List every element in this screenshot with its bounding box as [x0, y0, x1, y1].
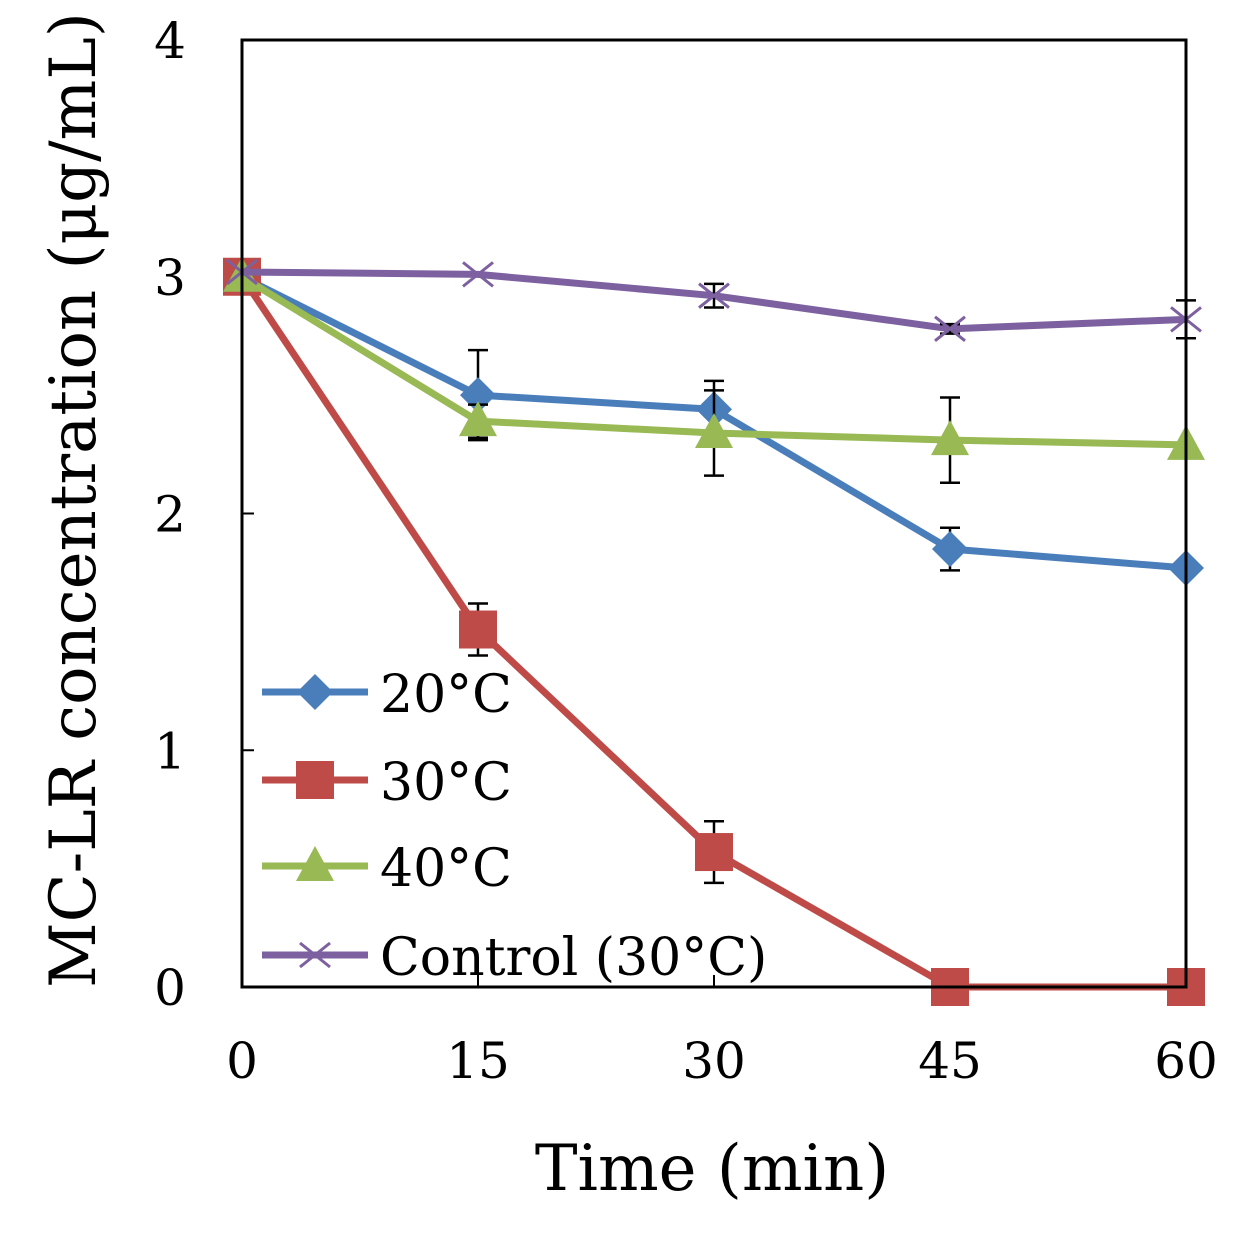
- legend-entry: 30°C: [262, 753, 512, 813]
- triangle-marker: [931, 420, 969, 456]
- series-40-c: [223, 256, 1205, 484]
- legend-entry: 20°C: [262, 665, 512, 725]
- legend-label: 30°C: [380, 753, 512, 813]
- y-tick-label: 2: [154, 486, 186, 544]
- y-tick-label: 4: [154, 12, 186, 70]
- square-marker: [459, 610, 497, 649]
- legend-label: 20°C: [380, 665, 512, 725]
- x-tick-label: 45: [918, 1032, 982, 1090]
- legend-entry: Control (30°C): [262, 928, 767, 988]
- legend-entry: 40°C: [262, 839, 512, 899]
- diamond-marker: [932, 531, 968, 568]
- legend-label: Control (30°C): [380, 928, 767, 988]
- x-marker: [462, 261, 494, 288]
- legend-label: 40°C: [380, 839, 512, 899]
- series-control-30-c-: [226, 258, 1202, 343]
- x-tick-label: 60: [1154, 1032, 1218, 1090]
- x-tick-label: 0: [226, 1032, 258, 1090]
- series-30-c: [223, 257, 1205, 1006]
- square-marker: [296, 761, 334, 799]
- x-marker-stroke: [462, 261, 494, 288]
- square-marker: [695, 833, 733, 872]
- y-tick-label: 1: [154, 722, 186, 780]
- x-marker: [934, 315, 966, 343]
- x-marker: [698, 282, 730, 309]
- y-axis-label: MC-LR concentration (μg/mL): [37, 12, 111, 988]
- x-marker: [299, 941, 331, 969]
- x-marker-stroke: [934, 315, 966, 343]
- plot-area-frame: [240, 38, 1188, 989]
- x-axis-label: Time (min): [535, 1132, 889, 1206]
- x-marker-stroke: [299, 941, 331, 969]
- triangle-marker: [459, 401, 497, 437]
- x-tick-label: 15: [446, 1032, 510, 1090]
- triangle-marker: [296, 846, 334, 881]
- diamond-marker: [297, 674, 333, 710]
- triangle-marker: [695, 413, 733, 449]
- y-tick-label: 0: [154, 959, 186, 1017]
- x-marker-stroke: [698, 282, 730, 309]
- y-tick-label: 3: [154, 249, 186, 307]
- x-tick-label: 30: [682, 1032, 746, 1090]
